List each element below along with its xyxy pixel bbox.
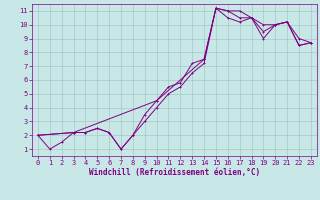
X-axis label: Windchill (Refroidissement éolien,°C): Windchill (Refroidissement éolien,°C) <box>89 168 260 177</box>
